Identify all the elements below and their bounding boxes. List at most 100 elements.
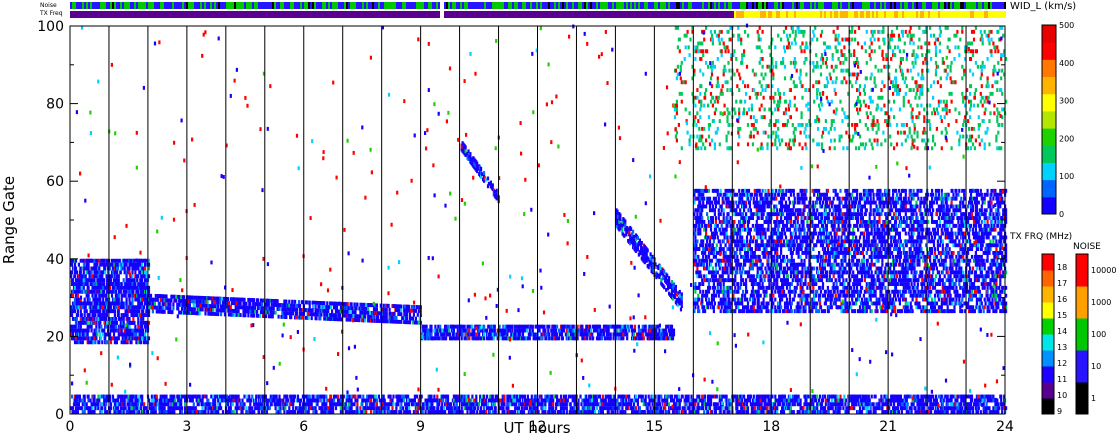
- tx-freq-strip-cell: [260, 11, 262, 18]
- scatter-cell: [113, 402, 116, 407]
- scatter-cell: [77, 406, 80, 411]
- scatter-cell: [79, 328, 82, 333]
- tx-freq-strip-cell: [426, 11, 428, 18]
- scatter-cell: [98, 328, 101, 333]
- scatter-cell: [442, 398, 445, 403]
- scatter-cell: [110, 301, 114, 306]
- scatter-cell: [110, 320, 114, 325]
- scatter-cell: [172, 406, 175, 411]
- scatter-cell: [244, 305, 247, 310]
- scatter-cell: [151, 301, 154, 306]
- tx-freq-strip-cell: [136, 11, 138, 18]
- tx-freq-strip-cell: [848, 11, 850, 18]
- scatter-cell: [81, 332, 84, 337]
- scatter-cell: [118, 332, 121, 337]
- scatter-cell: [697, 410, 700, 414]
- noise-strip-cell: [906, 2, 908, 9]
- noise-strip-cell: [94, 2, 96, 9]
- scatter-cell: [75, 289, 78, 294]
- tx-freq-strip-cell: [816, 11, 818, 18]
- scatter-cell: [243, 402, 246, 407]
- scatter-cell: [75, 270, 78, 275]
- scatter-cell: [619, 410, 622, 414]
- noise-strip-cell: [78, 2, 80, 9]
- noise-strip-cell: [528, 2, 530, 9]
- scatter-cell: [102, 297, 105, 302]
- scatter-cell: [806, 410, 809, 414]
- scatter-cell: [92, 340, 95, 345]
- scatter-cell: [75, 328, 78, 333]
- noise-strip-cell: [734, 2, 736, 9]
- noise-strip-cell: [502, 2, 504, 9]
- scatter-cell: [180, 402, 183, 407]
- noise-strip-cell: [496, 2, 498, 9]
- scatter-cell: [123, 328, 126, 333]
- scatter-cell: [463, 398, 466, 403]
- tx-freq-strip-cell: [494, 11, 496, 18]
- scatter-cell: [96, 270, 99, 275]
- scatter-cell: [681, 394, 684, 399]
- scatter-cell: [154, 410, 157, 414]
- scatter-cell: [85, 301, 88, 306]
- scatter-cell: [589, 398, 592, 403]
- scatter-cell: [128, 297, 131, 302]
- scatter-cell: [956, 402, 959, 407]
- scatter-cell: [120, 305, 123, 310]
- scatter-cell: [668, 410, 671, 414]
- scatter-cell: [127, 328, 130, 333]
- tx-freq-strip-cell: [364, 11, 366, 18]
- scatter-cell: [638, 410, 641, 414]
- tx-freq-strip-cell: [346, 11, 348, 18]
- scatter-cell: [558, 398, 561, 403]
- tx-freq-strip-cell: [990, 11, 992, 18]
- scatter-cell: [354, 398, 357, 403]
- scatter-cell: [230, 410, 233, 414]
- tx-freq-strip-cell: [436, 11, 438, 18]
- noise-strip-cell: [144, 2, 146, 9]
- tx-freq-strip-cell: [700, 11, 702, 18]
- tx-freq-strip-cell: [152, 11, 154, 18]
- scatter-cell: [457, 406, 460, 411]
- scatter-cell: [362, 394, 365, 399]
- scatter-cell: [342, 394, 345, 399]
- scatter-cell: [872, 402, 875, 407]
- noise-strip-cell: [566, 2, 568, 9]
- scatter-cell: [601, 394, 604, 399]
- scatter-cell: [910, 402, 913, 407]
- tx-freq-strip-cell: [692, 11, 694, 18]
- scatter-cell: [381, 402, 384, 407]
- tx-freq-strip-cell: [920, 11, 922, 18]
- scatter-cell: [634, 406, 638, 411]
- scatter-cell: [618, 406, 621, 411]
- scatter-cell: [317, 398, 320, 403]
- scatter-cell: [83, 313, 86, 317]
- tx-freq-strip-cell: [314, 11, 316, 18]
- scatter-cell: [138, 301, 141, 306]
- tx-freq-strip-cell: [758, 11, 760, 18]
- scatter-cell: [350, 398, 353, 403]
- scatter-cell: [262, 402, 265, 407]
- scatter-cell: [363, 410, 366, 414]
- scatter-cell: [954, 394, 957, 399]
- scatter-cell: [408, 402, 411, 407]
- scatter-cell: [815, 398, 818, 403]
- scatter-cell: [120, 317, 123, 321]
- scatter-cell: [143, 402, 146, 407]
- tx-freq-strip-cell: [774, 11, 776, 18]
- scatter-cell: [743, 406, 746, 411]
- tx-freq-strip-cell: [416, 11, 418, 18]
- scatter-cell: [124, 313, 127, 317]
- noise-strip-cell: [204, 2, 206, 9]
- scatter-cell: [413, 398, 416, 403]
- scatter-cell: [675, 410, 678, 414]
- scatter-cell: [106, 340, 109, 345]
- scatter-cell: [569, 406, 572, 411]
- noise-strip-cell: [746, 2, 748, 9]
- scatter-cell: [565, 406, 568, 411]
- scatter-cell: [82, 285, 85, 290]
- tx-freq-strip-cell: [626, 11, 628, 18]
- scatter-cell: [992, 394, 995, 399]
- scatter-cell: [134, 309, 137, 314]
- tx-freq-strip: [70, 11, 1006, 18]
- scatter-cell: [115, 410, 118, 414]
